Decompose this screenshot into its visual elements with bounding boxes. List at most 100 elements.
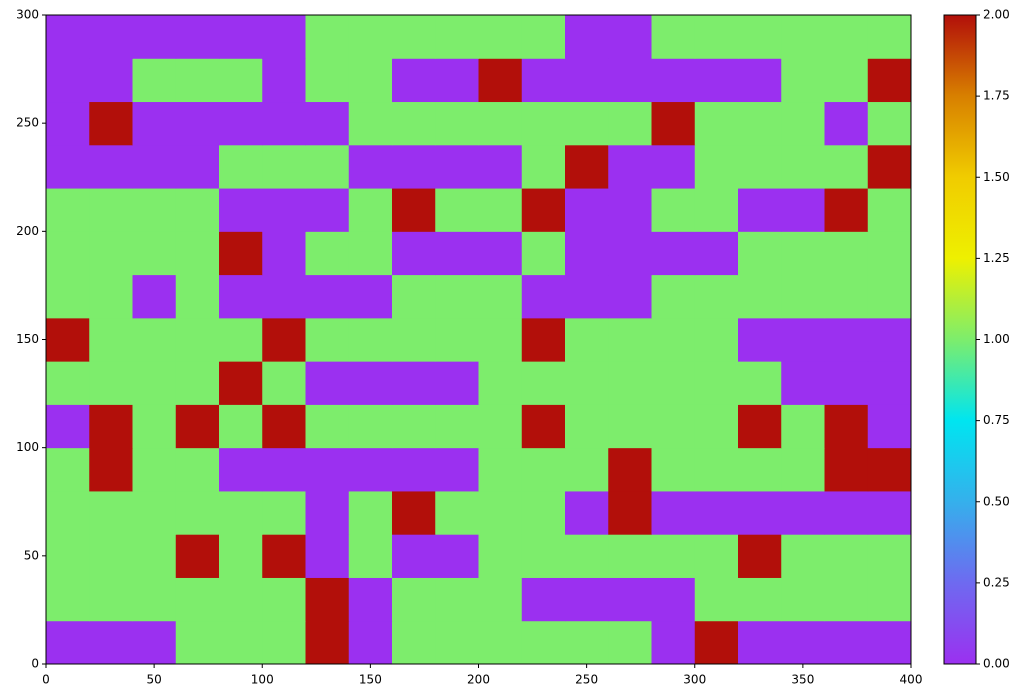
x-tick-label: 300 — [683, 673, 706, 687]
cell — [46, 188, 90, 232]
y-tick-label: 0 — [31, 657, 39, 671]
cell — [132, 58, 177, 103]
cell — [867, 58, 912, 103]
cell — [651, 144, 696, 189]
cell — [781, 534, 825, 578]
cell — [565, 404, 609, 449]
cell — [694, 231, 739, 276]
cell — [738, 317, 782, 362]
cell — [305, 188, 350, 232]
cell — [46, 361, 90, 405]
cell — [867, 231, 912, 276]
cell — [348, 15, 393, 59]
cell — [565, 231, 609, 276]
cell — [305, 577, 350, 622]
cell — [305, 58, 350, 103]
cell — [781, 188, 825, 232]
cell — [262, 188, 306, 232]
x-tick-label: 150 — [359, 673, 382, 687]
cell — [392, 447, 436, 492]
cell — [262, 534, 306, 578]
cell — [565, 15, 609, 59]
y-tick-label: 250 — [16, 116, 39, 130]
cell — [219, 620, 263, 665]
cell — [46, 15, 90, 59]
cell — [132, 188, 177, 232]
cell — [867, 577, 912, 622]
cell — [521, 274, 566, 319]
cell — [867, 361, 912, 405]
cell — [305, 490, 350, 535]
cell — [824, 577, 869, 622]
cell — [608, 274, 652, 319]
y-tick-label: 300 — [16, 8, 39, 22]
cell — [521, 534, 566, 578]
cell — [435, 361, 479, 405]
cell — [392, 58, 436, 103]
cell — [781, 101, 825, 146]
cell — [305, 144, 350, 189]
cell — [651, 404, 696, 449]
colorbar-tick-label: 1.50 — [983, 170, 1010, 184]
cell — [608, 361, 652, 405]
cell — [738, 188, 782, 232]
cell — [651, 188, 696, 232]
cell — [608, 447, 652, 492]
cell — [175, 231, 220, 276]
cell — [867, 101, 912, 146]
cell — [348, 317, 393, 362]
cell — [435, 58, 479, 103]
cell — [262, 101, 306, 146]
cell — [781, 15, 825, 59]
cell — [435, 490, 479, 535]
cell — [565, 58, 609, 103]
cell — [219, 188, 263, 232]
cell — [608, 534, 652, 578]
cell — [478, 101, 523, 146]
cell — [651, 361, 696, 405]
cell — [219, 490, 263, 535]
cell — [219, 144, 263, 189]
colorbar-tick-label: 0.25 — [983, 575, 1010, 589]
cell — [608, 188, 652, 232]
cell — [305, 534, 350, 578]
cell — [348, 534, 393, 578]
cell — [694, 317, 739, 362]
cell — [262, 144, 306, 189]
cell — [694, 620, 739, 665]
axes: 0 50 100 150 200 250 300 350 400 0 50 100 150 200 250 3… — [16, 8, 1010, 687]
cell — [348, 404, 393, 449]
colorbar — [943, 14, 977, 665]
cell — [46, 620, 90, 665]
cell — [46, 534, 90, 578]
cell — [175, 404, 220, 449]
cell — [262, 361, 306, 405]
cell — [175, 274, 220, 319]
cell — [867, 144, 912, 189]
cell — [521, 144, 566, 189]
cell — [46, 317, 90, 362]
y-tick-label: 200 — [16, 224, 39, 238]
cell — [651, 58, 696, 103]
cell — [89, 317, 133, 362]
cell — [565, 447, 609, 492]
cell — [435, 577, 479, 622]
cell — [392, 188, 436, 232]
cell — [262, 577, 306, 622]
cell — [738, 144, 782, 189]
cell — [478, 274, 523, 319]
cell — [694, 101, 739, 146]
cell — [132, 447, 177, 492]
cell — [738, 447, 782, 492]
cell — [435, 15, 479, 59]
cell — [392, 534, 436, 578]
cell — [651, 490, 696, 535]
cell — [219, 361, 263, 405]
cell — [175, 620, 220, 665]
colorbar-tick-label: 0.75 — [983, 413, 1010, 427]
cell — [305, 274, 350, 319]
cell — [824, 144, 869, 189]
cell — [262, 274, 306, 319]
cell — [348, 231, 393, 276]
cell — [175, 317, 220, 362]
